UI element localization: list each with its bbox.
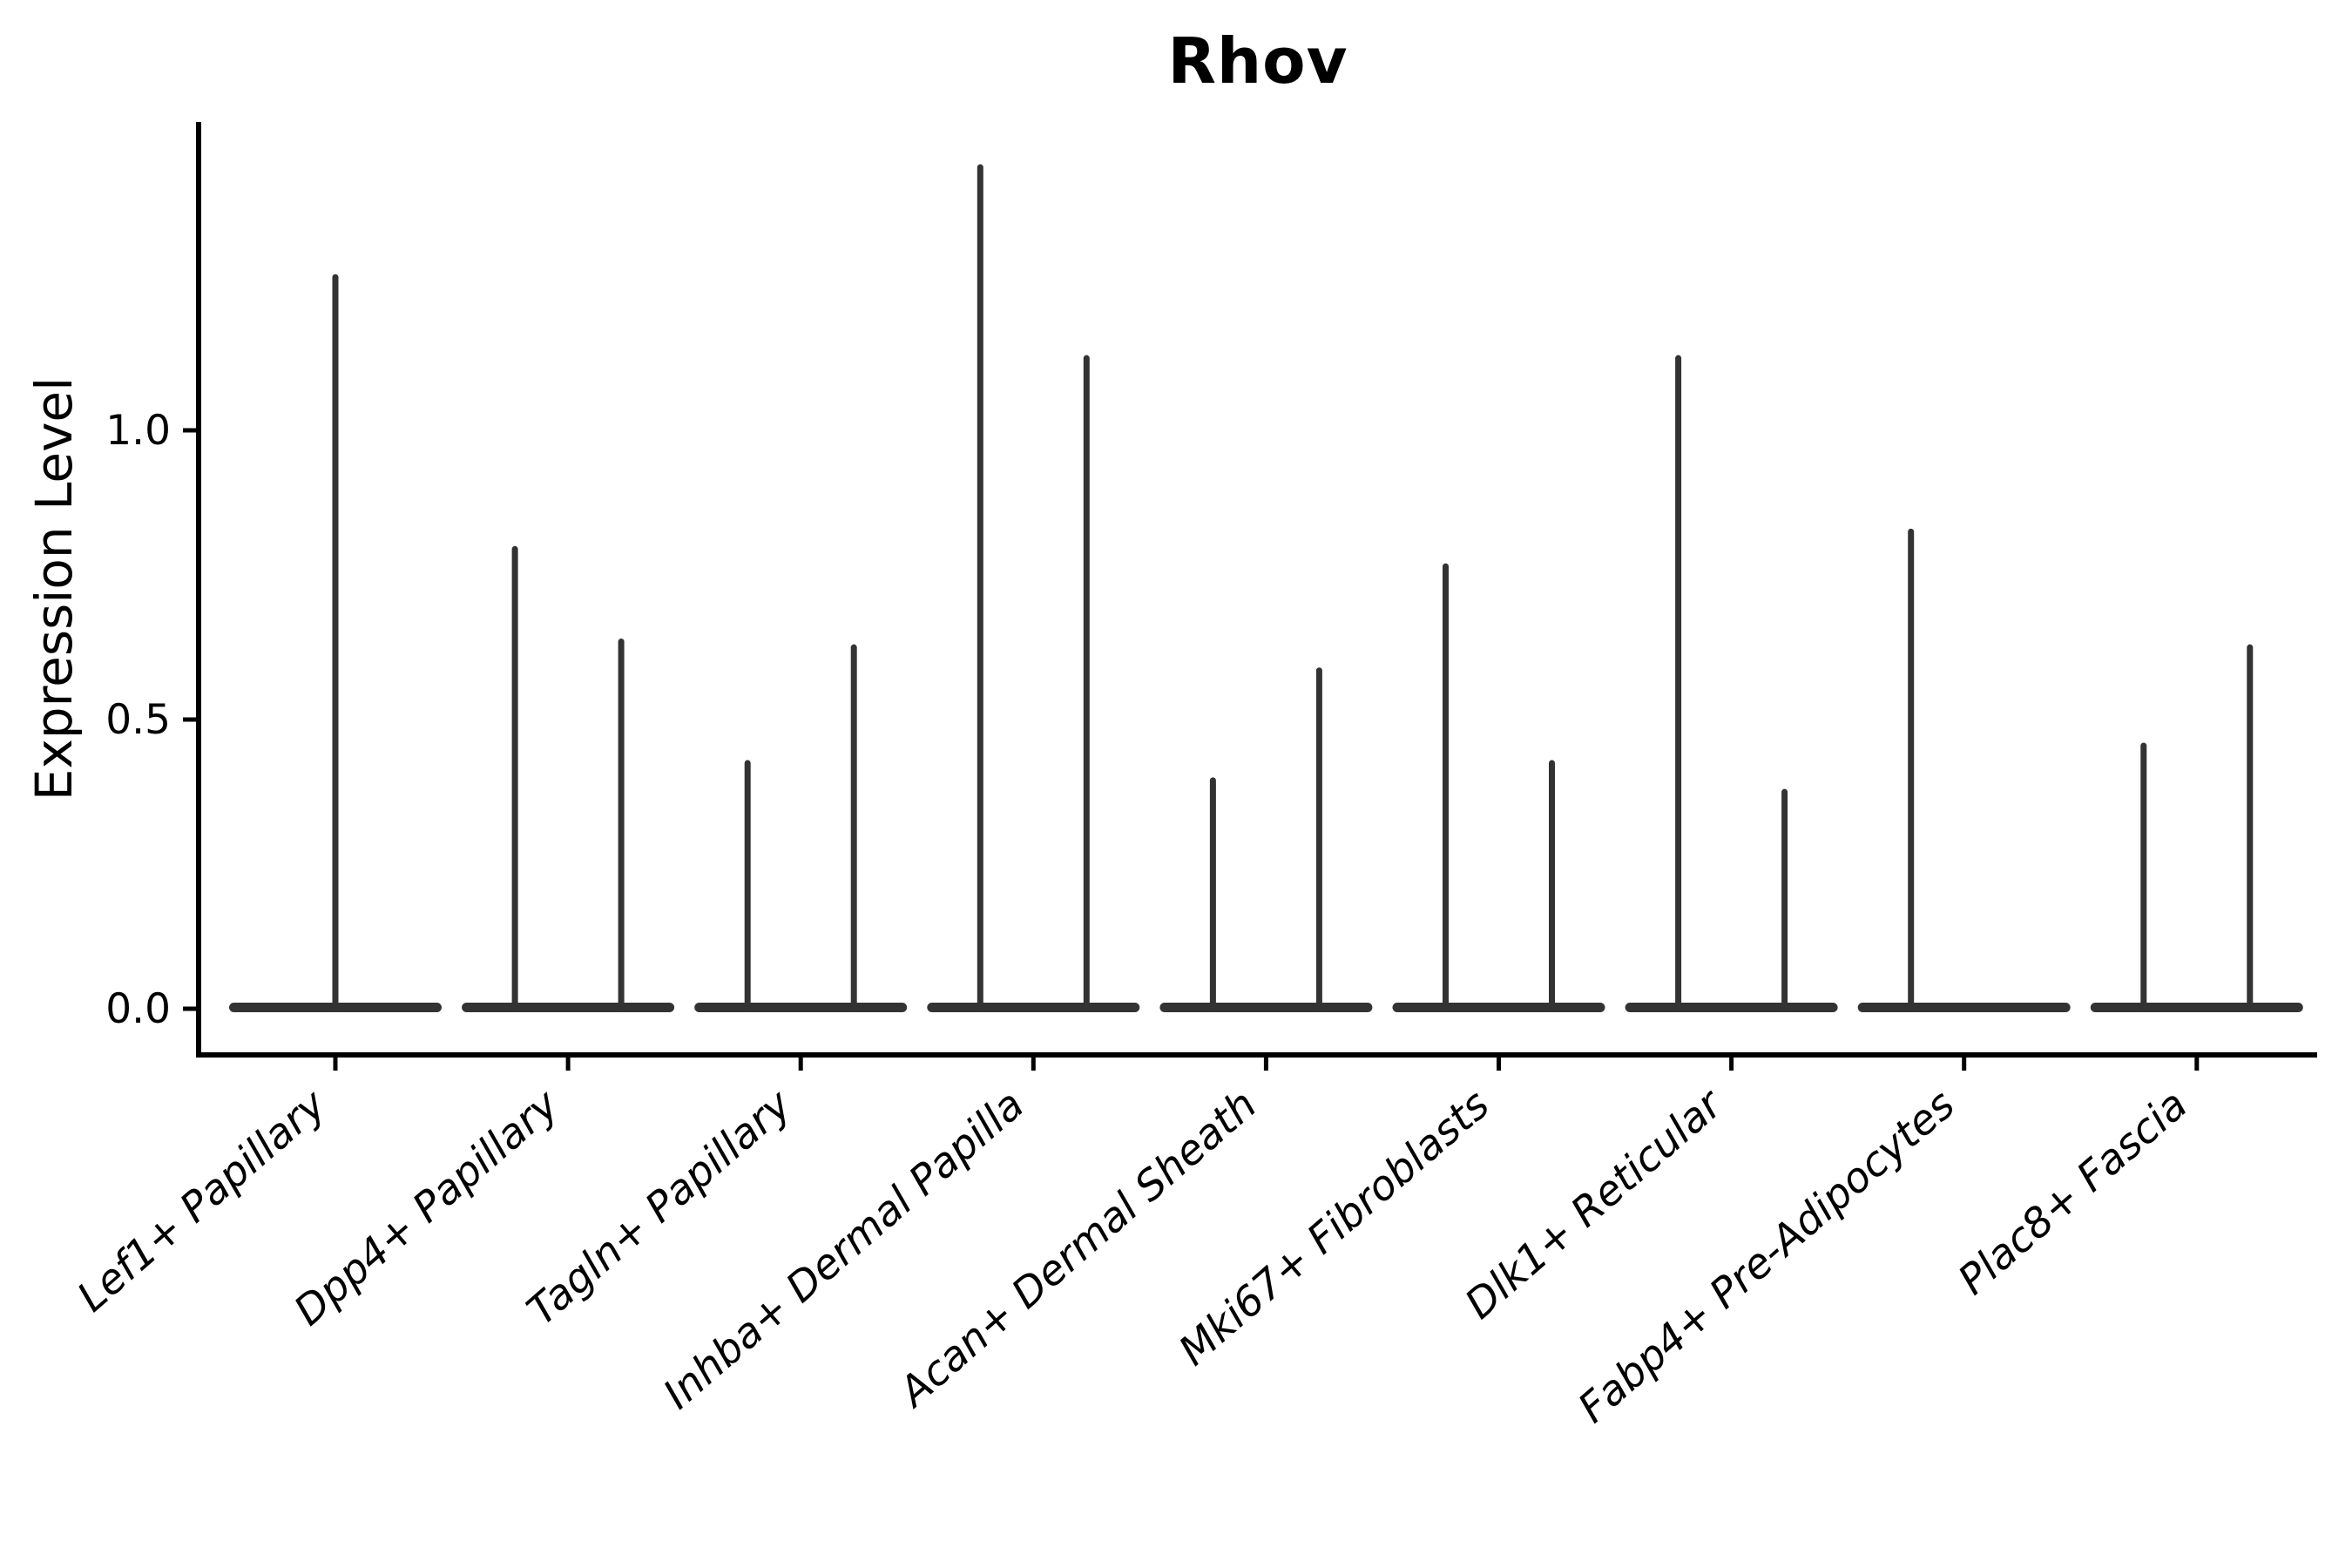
violin-base	[694, 1003, 908, 1012]
violin-spike	[1443, 563, 1449, 1009]
violin-spike	[1908, 528, 1915, 1009]
chart-title: Rhov	[1167, 24, 1348, 98]
violin-spike	[850, 644, 857, 1009]
violin-base	[1159, 1003, 1373, 1012]
violin-spike	[744, 760, 751, 1009]
violin-spike	[1209, 777, 1216, 1009]
violin-spike	[977, 164, 983, 1009]
violin-base	[1625, 1003, 1838, 1012]
y-tick-label: 0.5	[105, 696, 171, 744]
violin-spike	[2247, 644, 2254, 1009]
violin-spike	[1675, 355, 1682, 1009]
y-tick-label: 0.0	[105, 985, 171, 1033]
violin-spike	[1549, 760, 1555, 1009]
x-tick-label: Plac8+ Fascia	[1950, 1081, 2197, 1305]
violin-base	[462, 1003, 675, 1012]
x-tick-label: Lef1+ Papillary	[69, 1080, 336, 1321]
violin-spike	[2140, 742, 2147, 1009]
violin-spike	[332, 274, 339, 1010]
violin-spike	[1083, 355, 1090, 1009]
x-tick-label: Fabp4+ Pre-Adipocytes	[1570, 1081, 1964, 1433]
violin-base	[2090, 1003, 2303, 1012]
violin-spike	[1315, 667, 1322, 1009]
violin-spike	[618, 639, 625, 1009]
violin-spike	[511, 545, 518, 1009]
violin-base	[927, 1003, 1140, 1012]
y-tick-label: 1.0	[105, 407, 171, 455]
violin-base	[1857, 1003, 2071, 1012]
violin-base	[1392, 1003, 1605, 1012]
violin-spike	[1781, 788, 1788, 1009]
y-axis-label: Expression Level	[24, 376, 84, 801]
